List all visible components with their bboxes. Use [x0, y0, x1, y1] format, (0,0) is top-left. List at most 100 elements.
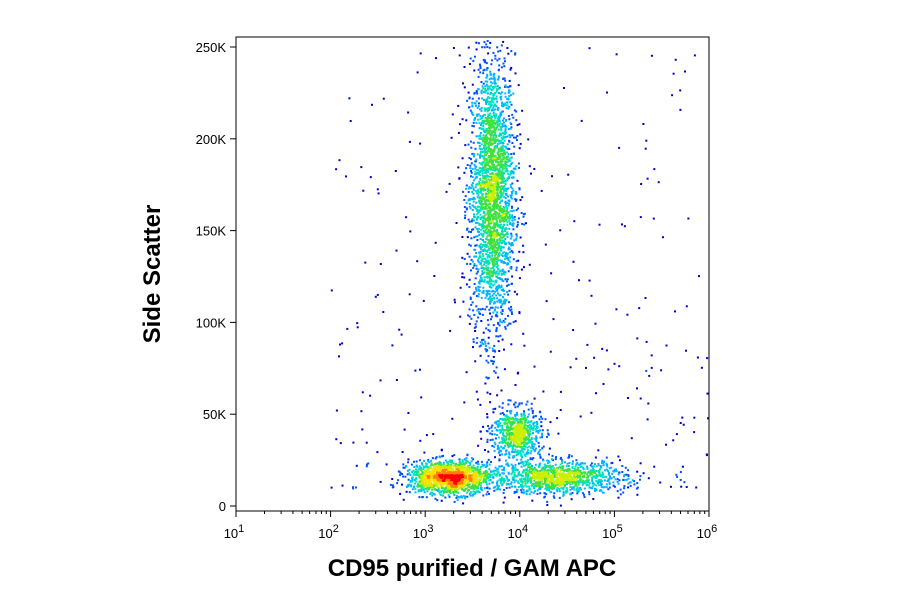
- event-dot: [492, 106, 495, 109]
- event-dot: [488, 276, 491, 278]
- event-dot: [510, 305, 512, 308]
- event-dot: [516, 425, 519, 428]
- event-dot: [399, 472, 402, 474]
- event-dot: [574, 471, 577, 474]
- event-dot: [487, 52, 490, 55]
- event-dot: [493, 137, 496, 140]
- event-dot: [564, 461, 566, 464]
- event-dot: [546, 459, 549, 462]
- event-dot: [517, 451, 520, 454]
- event-dot: [341, 342, 344, 345]
- event-dot: [474, 160, 477, 163]
- event-dot: [534, 472, 537, 475]
- event-dot: [494, 256, 497, 259]
- event-dot: [422, 465, 425, 468]
- event-dot: [530, 450, 533, 452]
- event-dot: [492, 165, 494, 168]
- event-dot: [519, 473, 521, 476]
- event-dot: [411, 488, 414, 491]
- event-dot: [520, 268, 523, 271]
- event-dot: [538, 474, 541, 477]
- event-dot: [535, 438, 537, 441]
- event-dot: [490, 278, 493, 281]
- event-dot: [581, 483, 584, 486]
- event-dot: [482, 240, 485, 243]
- event-dot: [495, 249, 497, 252]
- event-dot: [472, 340, 475, 343]
- event-dot: [447, 460, 450, 463]
- event-dot: [486, 122, 489, 125]
- event-dot: [506, 462, 509, 465]
- event-dot: [486, 46, 489, 48]
- event-dot: [605, 456, 608, 459]
- event-dot: [446, 461, 449, 464]
- event-dot: [486, 99, 489, 102]
- event-dot: [496, 270, 499, 273]
- event-dot: [520, 420, 523, 423]
- event-dot: [402, 466, 405, 469]
- event-dot: [515, 454, 518, 457]
- event-dot: [568, 468, 571, 471]
- event-dot: [403, 428, 406, 431]
- event-dot: [490, 227, 493, 230]
- event-dot: [515, 413, 518, 416]
- event-dot: [493, 268, 495, 271]
- event-dot: [509, 237, 512, 240]
- event-dot: [429, 485, 432, 488]
- event-dot: [478, 137, 481, 140]
- event-dot: [409, 230, 412, 233]
- event-dot: [490, 105, 492, 108]
- event-dot: [539, 488, 542, 491]
- event-dot: [525, 493, 528, 495]
- event-dot: [480, 475, 482, 478]
- event-dot: [511, 471, 514, 474]
- event-dot: [470, 269, 472, 272]
- event-dot: [516, 135, 519, 137]
- event-dot: [541, 486, 544, 488]
- event-dot: [491, 149, 494, 152]
- event-dot: [491, 119, 494, 122]
- event-dot: [470, 471, 473, 473]
- event-dot: [494, 85, 497, 88]
- event-dot: [403, 466, 406, 469]
- event-dot: [488, 165, 491, 167]
- event-dot: [636, 387, 638, 390]
- event-dot: [480, 81, 483, 83]
- event-dot: [478, 471, 481, 474]
- event-dot: [535, 430, 538, 433]
- event-dot: [500, 289, 503, 292]
- event-dot: [603, 476, 606, 479]
- event-dot: [492, 284, 495, 287]
- event-dot: [526, 489, 529, 492]
- event-dot: [483, 271, 486, 274]
- event-dot: [599, 468, 601, 471]
- event-dot: [563, 87, 565, 89]
- event-dot: [490, 318, 492, 321]
- event-dot: [518, 250, 521, 253]
- event-dot: [545, 485, 548, 488]
- event-dot: [507, 444, 510, 447]
- event-dot: [607, 488, 610, 491]
- event-dot: [503, 164, 506, 167]
- event-dot: [455, 222, 458, 224]
- event-dot: [493, 229, 496, 231]
- event-dot: [478, 223, 481, 226]
- event-dot: [435, 489, 438, 491]
- event-dot: [536, 484, 539, 487]
- event-dot: [481, 270, 484, 273]
- event-dot: [493, 238, 496, 240]
- event-dot: [407, 458, 410, 461]
- event-dot: [559, 409, 562, 411]
- event-dot: [433, 275, 436, 277]
- event-dot: [564, 480, 567, 483]
- event-dot: [484, 85, 487, 88]
- event-dot: [488, 472, 491, 475]
- event-dot: [482, 289, 485, 292]
- event-dot: [491, 121, 494, 124]
- event-dot: [487, 88, 490, 91]
- event-dot: [487, 213, 490, 216]
- event-dot: [423, 485, 426, 488]
- event-dot: [489, 151, 492, 154]
- event-dot: [639, 462, 642, 465]
- event-dot: [486, 490, 489, 493]
